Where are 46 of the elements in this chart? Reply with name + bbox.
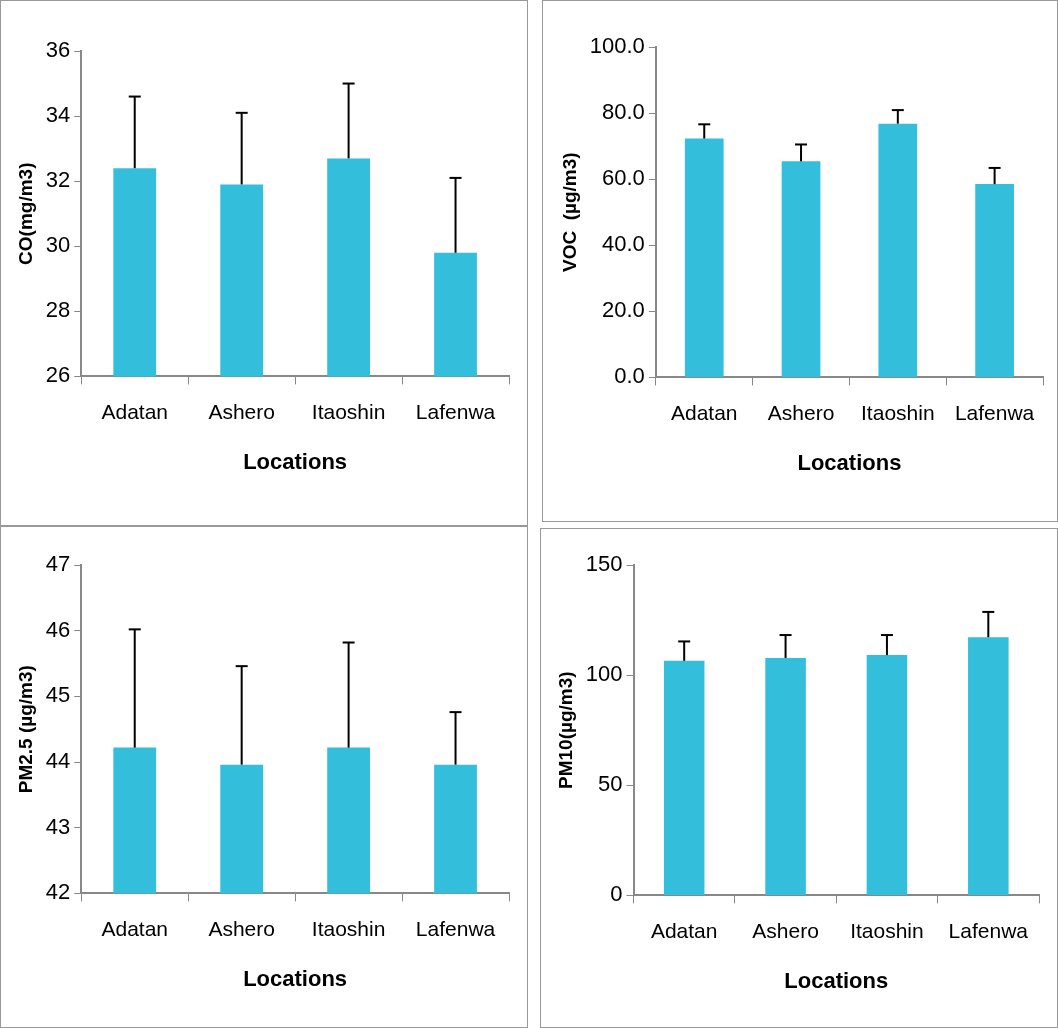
x-tick-label: Lafenwa <box>954 400 1035 424</box>
y-tick-label: 30 <box>45 232 71 258</box>
x-tick-label: Itaoshin <box>311 916 386 940</box>
y-axis-title: PM10(µg/m3) <box>554 671 576 789</box>
y-tick-label: 0 <box>610 881 623 907</box>
y-tick-label: 60.0 <box>602 165 645 191</box>
y-tick-label: 40.0 <box>602 231 645 257</box>
y-tick-label: 80.0 <box>602 99 645 125</box>
x-tick-label: Ashero <box>208 916 275 940</box>
y-tick-label: 42 <box>45 879 71 905</box>
x-tick-label: Itaoshin <box>850 918 924 942</box>
x-axis-title: Locations <box>243 965 348 991</box>
y-tick-label: 20.0 <box>602 297 645 323</box>
y-axis-title: PM2.5 (µg/m3) <box>14 665 36 794</box>
y-tick-label: 45 <box>45 682 71 708</box>
x-tick-label: Itaoshin <box>311 399 386 423</box>
x-axis-title: Locations <box>784 967 889 993</box>
y-tick-label: 100.0 <box>589 33 645 59</box>
y-tick-label: 44 <box>45 748 71 774</box>
y-tick-label: 36 <box>45 37 71 63</box>
y-axis-title: VOC (µg/m3) <box>558 152 580 273</box>
y-tick-label: 28 <box>45 297 71 323</box>
x-tick-label: Lafenwa <box>948 918 1029 942</box>
x-tick-label: Ashero <box>208 399 275 423</box>
y-tick-label: 50 <box>598 771 623 797</box>
y-axis-title: CO(mg/m3) <box>14 162 36 265</box>
y-tick-label: 100 <box>585 661 623 687</box>
x-tick-label: Lafenwa <box>415 916 496 940</box>
y-tick-label: 43 <box>45 813 71 839</box>
y-tick-label: 150 <box>585 551 623 577</box>
y-tick-label: 0.0 <box>614 363 645 389</box>
x-axis-title: Locations <box>797 449 902 475</box>
x-tick-label: Ashero <box>752 918 819 942</box>
y-tick-label: 34 <box>45 102 71 128</box>
x-axis-title: Locations <box>243 448 348 474</box>
y-tick-label: 32 <box>45 167 71 193</box>
x-tick-label: Lafenwa <box>415 399 496 423</box>
x-tick-label: Adatan <box>101 916 169 940</box>
y-tick-label: 26 <box>45 362 71 388</box>
y-tick-label: 46 <box>45 616 71 642</box>
x-tick-label: Ashero <box>767 400 835 424</box>
y-tick-label: 47 <box>45 551 71 577</box>
x-tick-label: Adatan <box>670 400 738 424</box>
x-tick-label: Adatan <box>650 918 718 942</box>
x-tick-label: Itaoshin <box>861 400 935 424</box>
x-tick-label: Adatan <box>101 399 169 423</box>
